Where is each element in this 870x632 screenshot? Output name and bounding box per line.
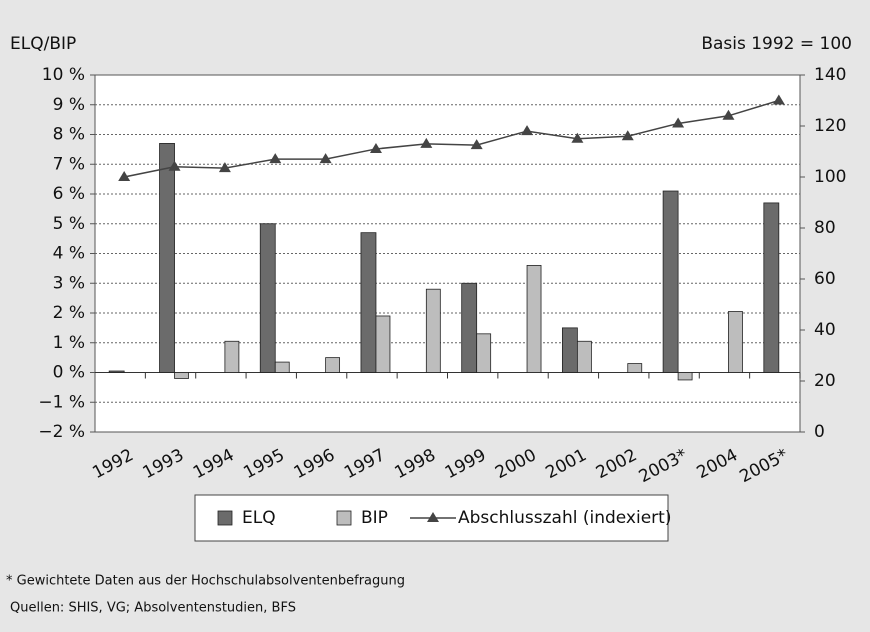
y-tick-label: 9 % — [53, 95, 85, 115]
marker — [470, 139, 483, 150]
y-tick-label: 10 % — [42, 65, 85, 85]
bar — [224, 340, 240, 373]
bar — [108, 370, 125, 373]
bar — [576, 340, 592, 373]
bar — [274, 361, 290, 373]
bar — [763, 202, 780, 373]
bar — [360, 232, 377, 373]
y-tick-label: 6 % — [53, 184, 85, 204]
y2-tick-label: 140 — [814, 65, 846, 85]
bar — [375, 315, 391, 373]
marker — [369, 142, 382, 153]
y2-tick-label: 120 — [814, 116, 846, 136]
bar — [627, 363, 643, 373]
legend-label: Abschlusszahl (indexiert) — [458, 508, 671, 528]
bar — [728, 311, 743, 373]
y-tick-label: 0 % — [53, 363, 85, 383]
footnote: * Gewichtete Daten aus der Hochschulabso… — [6, 574, 405, 589]
bar — [159, 143, 175, 373]
y2-tick-label: 80 — [814, 218, 836, 238]
legend-label: ELQ — [242, 508, 276, 528]
y-tick-label: 1 % — [53, 333, 85, 353]
marker — [621, 130, 634, 141]
y-tick-label: 5 % — [53, 214, 85, 234]
marker — [772, 94, 785, 105]
y-tick-label: 2 % — [53, 303, 85, 323]
bar — [561, 327, 578, 373]
y2-tick-label: 0 — [814, 422, 825, 442]
bar — [425, 288, 441, 373]
y-tick-label: −2 % — [38, 422, 85, 442]
y2-tick-label: 40 — [814, 320, 836, 340]
marker — [521, 125, 534, 136]
y-tick-label: 7 % — [53, 154, 85, 174]
marker — [420, 137, 433, 148]
y-tick-label: 4 % — [53, 244, 85, 264]
legend-marker — [427, 512, 439, 522]
y2-tick-label: 100 — [814, 167, 846, 187]
line — [124, 99, 780, 178]
legend-swatch — [217, 510, 233, 526]
marker — [571, 132, 584, 143]
marker — [722, 109, 735, 120]
legend-swatch — [336, 510, 352, 526]
bar — [677, 372, 693, 381]
bar — [526, 264, 542, 373]
marker — [168, 160, 181, 171]
bar — [461, 282, 478, 373]
y-tick-label: 8 % — [53, 125, 85, 145]
y2-tick-label: 20 — [814, 371, 836, 391]
marker — [319, 153, 332, 164]
marker — [218, 162, 231, 173]
y2-axis-label: Basis 1992 = 100 — [701, 34, 852, 54]
source: Quellen: SHIS, VG; Absolventenstudien, B… — [10, 601, 296, 616]
bar — [325, 357, 341, 373]
legend-label: BIP — [361, 508, 388, 528]
marker — [269, 153, 282, 164]
y2-tick-label: 60 — [814, 269, 836, 289]
bar — [174, 372, 189, 379]
bar — [476, 333, 492, 373]
bar — [259, 223, 276, 373]
marker — [672, 117, 685, 128]
y-axis-label: ELQ/BIP — [10, 34, 76, 54]
bar — [662, 190, 679, 373]
y-tick-label: −1 % — [38, 392, 85, 412]
marker — [118, 171, 131, 181]
y-tick-label: 3 % — [53, 273, 85, 293]
